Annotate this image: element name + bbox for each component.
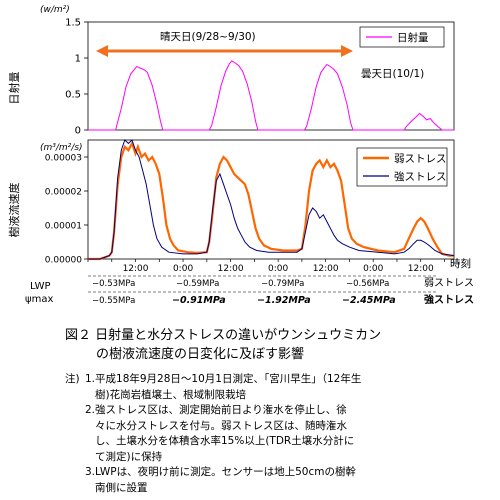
sap-unit-label: (m³/m²/s) — [40, 143, 83, 153]
caption-line-1: 図２ 日射量と水分ストレスの違いがウンシュウミカン — [65, 328, 382, 343]
solar-y-axis-label: 日射量 — [7, 72, 21, 105]
lwp-strong-1: −0.91MPa — [172, 295, 226, 306]
sap-plot-area — [87, 139, 455, 260]
lwp-strong-3: −2.45MPa — [342, 295, 396, 306]
solar-unit-label: (w/m²) — [40, 5, 70, 15]
note-line-0: 1.平成18年9月28日～10月1日測定、「宮川早生」（12年生 — [85, 373, 362, 385]
sap-x-tick-label: 12:00 — [313, 264, 339, 274]
sap-y-tick-label: 0.00000 — [45, 256, 82, 266]
solar-legend-label: 日射量 — [397, 31, 429, 44]
strong-stress-series-line — [88, 139, 455, 260]
sap-x-axis-label: 時刻 — [450, 257, 471, 270]
solar-y-tick-label: 0 — [75, 126, 81, 137]
solar-y-tick-label: 1 — [75, 54, 81, 65]
solar-y-tick-label: 0.5 — [65, 90, 81, 101]
solar-chart: (w/m²) 日射量 0 0.5 1 1.5 晴天日(9/28~9/30) 曇天日(1… — [7, 5, 455, 137]
sap-y-tick-label: 0.00003 — [45, 154, 82, 164]
solar-y-tick-label: 1.5 — [65, 18, 81, 29]
note-line-3: 々に水分ストレスを付与。弱ストレス区は、随時潅水 — [95, 419, 347, 432]
lwp-strong-row-label: 強ストレス — [424, 293, 474, 306]
note-line-2: 2.強ストレス区は、測定開始前日より潅水を停止し、徐 — [85, 404, 347, 416]
sap-x-tick-label: 0:00 — [173, 264, 193, 274]
sap-y-tick-label: 0.00001 — [45, 222, 82, 232]
note-line-1: 樹)花崗岩植壌土、根域制限栽培 — [95, 388, 247, 401]
figure-notes: 注) 1.平成18年9月28日～10月1日測定、「宮川早生」（12年生 樹)花崗… — [65, 372, 495, 496]
sap-y-ticks: 0.00000 0.00001 0.00002 0.00003 — [45, 154, 88, 266]
sap-flow-chart: (m³/m²/s) 樹液流速度 0.000000.000010.000020.0… — [7, 139, 471, 274]
psi-max-label: ψmax — [25, 294, 53, 305]
lwp-weak-2: −0.79MPa — [261, 279, 304, 289]
sunny-period-arrow — [96, 45, 353, 57]
sap-y-axis-label: 樹液流速度 — [7, 183, 21, 238]
solar-y-ticks: 0 0.5 1 1.5 — [65, 18, 88, 137]
note-line-5: て測定)に保持 — [95, 450, 163, 463]
notes-prefix: 注) — [65, 373, 80, 385]
lwp-weak-1: −0.59MPa — [176, 279, 219, 289]
caption-line-2: の樹液流速度の日変化に及ぼす影響 — [96, 347, 305, 362]
strong-stress-legend-label: 強ストレス — [394, 170, 447, 183]
sap-x-tick-label: 0:00 — [363, 264, 383, 274]
sunny-period-label: 晴天日(9/28~9/30) — [160, 30, 256, 43]
note-line-4: し、土壌水分を体積含水率15%以上(TDR土壌水分計に — [95, 435, 355, 447]
lwp-strong-0: −0.55MPa — [92, 296, 135, 306]
lwp-label: LWP — [30, 281, 51, 292]
sap-x-tick-label: 0:00 — [268, 264, 288, 274]
sap-x-ticks: 12:00 0:00 12:00 0:00 12:00 0:00 12:00 — [87, 259, 445, 274]
sap-x-tick-label: 12:00 — [408, 264, 434, 274]
solar-series-line — [88, 60, 454, 131]
lwp-table: LWP ψmax −0.53MPa −0.59MPa −0.79MPa −0.5… — [25, 275, 474, 306]
figure: (w/m²) 日射量 0 0.5 1 1.5 晴天日(9/28~9/30) 曇天日(1… — [7, 5, 474, 306]
sap-x-tick-label: 12:00 — [123, 264, 149, 274]
lwp-strong-2: −1.92MPa — [257, 295, 311, 306]
lwp-weak-3: −0.56MPa — [346, 279, 389, 289]
solar-legend: 日射量 — [359, 26, 445, 48]
weak-stress-series-line — [88, 140, 454, 261]
lwp-weak-row-label: 弱ストレス — [424, 277, 474, 289]
cloudy-day-label: 曇天日(10/1) — [361, 68, 424, 80]
weak-stress-legend-label: 弱ストレス — [394, 153, 447, 165]
lwp-weak-0: −0.53MPa — [92, 279, 135, 289]
figure-caption: 図２ 日射量と水分ストレスの違いがウンシュウミカン の樹液流速度の日変化に及ぼす… — [0, 326, 500, 364]
sap-legend: 弱ストレス 強ストレス — [356, 147, 448, 187]
sap-x-tick-label: 12:00 — [218, 264, 244, 274]
note-line-6: 3.LWPは、夜明け前に測定。センサーは地上50cmの樹幹 — [85, 466, 356, 478]
note-line-7: 南側に設置 — [95, 481, 148, 494]
sap-y-tick-label: 0.00002 — [45, 188, 82, 198]
